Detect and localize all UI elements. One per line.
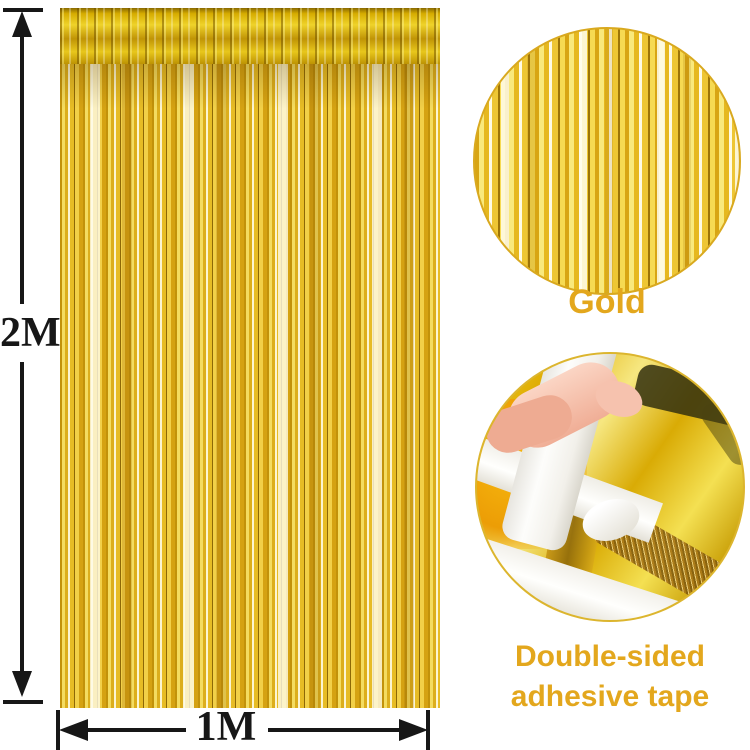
adhesive-tape-label-line2: adhesive tape	[510, 680, 710, 713]
arrow-left-icon	[59, 719, 88, 741]
gold-color-swatch-photo	[473, 27, 741, 295]
width-dimension-line-right	[268, 728, 400, 732]
width-dimension-line-left	[86, 728, 186, 732]
curtain-header-band	[60, 8, 440, 64]
gold-color-label: Gold	[568, 283, 646, 321]
gold-fringe-curtain-photo	[60, 8, 440, 708]
height-dimension-bottom-cap	[3, 700, 43, 704]
arrow-down-icon	[12, 671, 32, 697]
adhesive-tape-label: Double-sided adhesive tape	[450, 637, 750, 717]
adhesive-tape-photo	[475, 352, 745, 622]
width-label: 1M	[195, 704, 257, 750]
width-dimension-right-cap	[426, 710, 430, 750]
adhesive-tape-label-line1: Double-sided	[514, 640, 705, 673]
height-dimension-top-cap	[3, 8, 43, 12]
curtain-fringe-strips	[60, 64, 440, 708]
width-dimension-left-cap	[56, 710, 60, 750]
height-dimension-line-lower	[20, 362, 24, 674]
height-dimension-line-upper	[20, 30, 24, 304]
arrow-up-icon	[12, 11, 32, 37]
height-label: 2M	[0, 310, 61, 356]
arrow-right-icon	[399, 719, 428, 741]
